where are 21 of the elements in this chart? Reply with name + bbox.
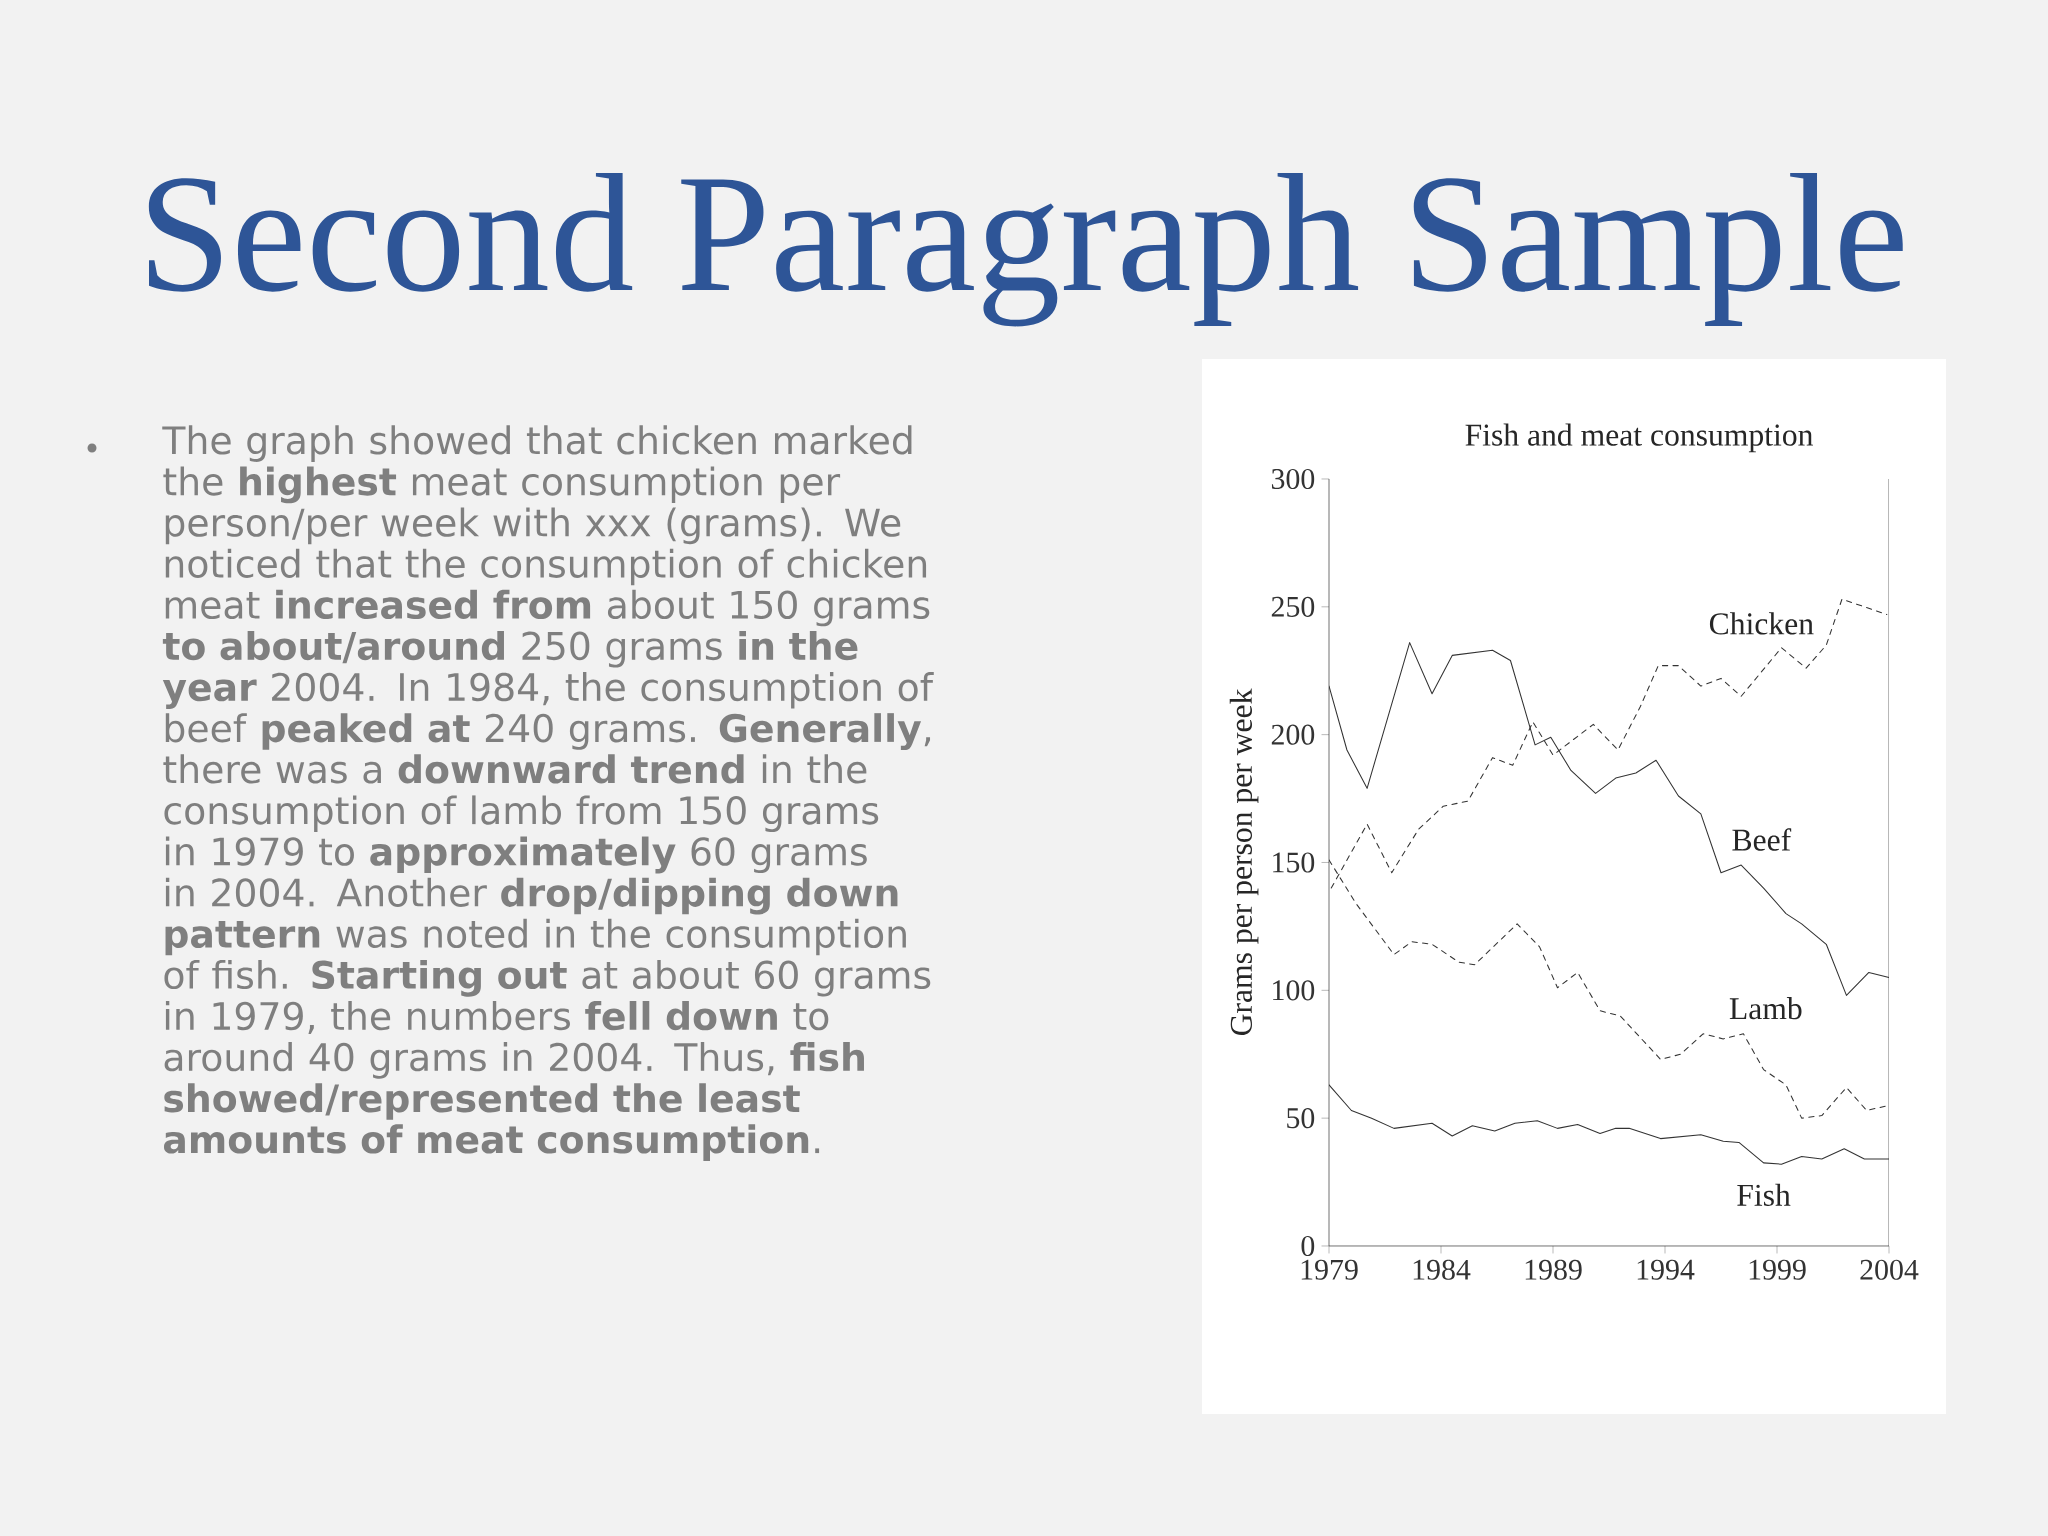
series-label: Fish [1737,1183,1791,1206]
x-tick-label: 1999 [1749,1259,1806,1280]
x-tick-label: 1984 [1413,1259,1471,1280]
x-tick-label: 1989 [1525,1259,1582,1280]
text: The graph showed that chicken marked the highest meat consumption per person/per week with xxx (grams). We noticed that the consumption of chicken meat increased from about 150 grams to about/around 250 grams in the year 2004. In 1984, the consumption of beef peaked at 240 grams. Generally, there was a downward trend in the consumption of lamb from 150 grams in 1979 to approximately 60 grams in 2004. Another drop/dipping down pattern was noted in the consumption of fish. Starting out at about 60 grams in 1979, the numbers fell down to around 40 grams in 2004. Thus, fish showed/represented the least amounts of meat consumption. [162,425,934,1161]
y-tick-label: 200 [1271,724,1315,745]
y-tick-label: 50 [1287,1108,1315,1129]
chart-subtitle: Fish and meat consumption [1465,423,1813,453]
x-tick-label: 2004 [1860,1259,1919,1280]
y-axis-title: Grams per person per week [1229,688,1259,1036]
chart-title: Second Paragraph Sample [148,172,1903,327]
y-tick-label: 300 [1271,468,1315,490]
series-label: Lamb [1729,997,1802,1020]
series-label: Beef [1732,828,1792,851]
y-tick-label: 150 [1273,852,1315,873]
y-tick-label: 0 [1301,1235,1315,1257]
x-tick-label: 1994 [1637,1259,1695,1280]
x-tick-label: 1979 [1301,1259,1358,1280]
y-tick-label: 250 [1271,596,1315,617]
y-tick-label: 100 [1273,980,1315,1001]
series-label: Chicken [1709,612,1814,635]
